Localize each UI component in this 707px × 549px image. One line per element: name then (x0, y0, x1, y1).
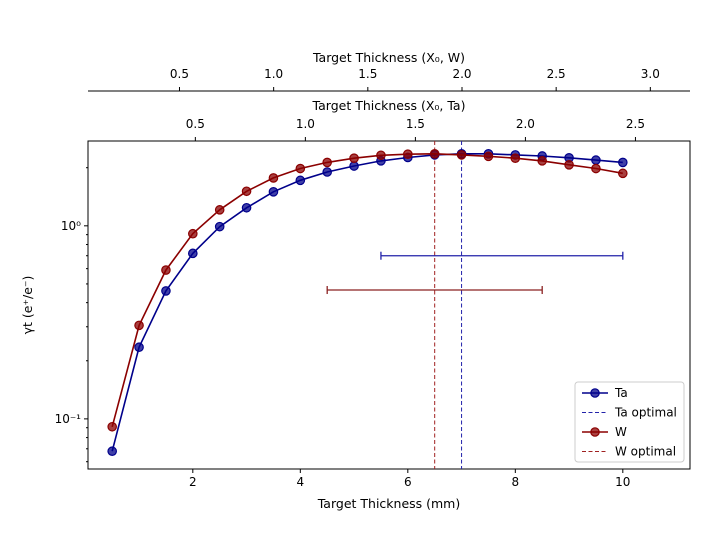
ta-point (322, 167, 332, 177)
w-x0-tick-label: 1.0 (264, 67, 283, 81)
w-point (564, 160, 574, 170)
ta-x0-tick-label: 1.0 (296, 117, 315, 131)
ta-x0-tick-label: 2.0 (516, 117, 535, 131)
x-axis-label: Target Thickness (mm) (317, 496, 461, 511)
ta-point (241, 202, 252, 213)
y-axis-label: γt (e⁺/e⁻) (20, 276, 35, 335)
w-point (349, 153, 359, 163)
w-point (483, 151, 494, 162)
w-point (537, 156, 547, 166)
w-point (134, 320, 144, 331)
w-x0-tick-label: 2.0 (452, 67, 471, 81)
w-point (241, 186, 252, 197)
w-point (322, 157, 332, 168)
w-point (376, 150, 386, 161)
ta-point (107, 446, 117, 457)
w-point (295, 163, 306, 174)
w-point (591, 163, 601, 174)
w-x0-tick-label: 2.5 (547, 67, 566, 81)
ta-point (188, 248, 198, 259)
w-point (107, 421, 117, 432)
secondary-axis-w-label: Target Thickness (X₀, W) (312, 50, 465, 65)
optimal-lines (434, 141, 463, 469)
w-point (214, 205, 225, 215)
ta-point (134, 342, 144, 353)
w-point (188, 228, 198, 239)
secondary-axis-w: Target Thickness (X₀, W) 0.5 1.0 1.5 2.0 2.5… (88, 50, 690, 92)
ta-x0-tick-label: 1.5 (406, 117, 425, 131)
legend-label-w-optimal: W optimal (615, 445, 676, 459)
series (107, 149, 628, 457)
w-point (161, 265, 171, 275)
ta-point (268, 187, 279, 197)
x-tick-label: 8 (511, 475, 519, 489)
plot-area (87, 140, 691, 470)
legend-label-w: W (615, 425, 627, 439)
x-axis: 2 4 6 8 10 (189, 469, 630, 489)
y-tick-label: 10⁻¹ (55, 412, 82, 426)
ta-x0-tick-label: 0.5 (186, 117, 205, 131)
y-axis: 10⁻¹ 10⁰ (55, 167, 88, 463)
legend-marker-w (590, 427, 600, 437)
legend-box (574, 381, 685, 463)
ta-point (349, 161, 359, 171)
ta-point (618, 157, 628, 168)
secondary-axis-ta: Target Thickness (X₀, Ta) 0.5 1.0 1.5 2.0 2.… (186, 98, 645, 141)
x-tick-label: 2 (189, 475, 197, 489)
w-point (403, 149, 413, 159)
ta-point (161, 286, 171, 296)
w-point (456, 150, 467, 160)
x-tick-label: 6 (404, 475, 412, 489)
x-tick-label: 4 (296, 475, 304, 489)
w-x0-tick-label: 0.5 (170, 67, 189, 81)
error-bars (326, 251, 624, 295)
w-point (268, 173, 279, 183)
w-x0-tick-label: 3.0 (641, 67, 660, 81)
w-x0-tick-label: 1.5 (358, 67, 377, 81)
w-point (510, 153, 521, 163)
legend-label-ta: Ta (614, 386, 628, 400)
y-tick-label: 10⁰ (61, 219, 81, 233)
ta-x0-tick-label: 2.5 (626, 117, 645, 131)
w-point (618, 168, 628, 179)
ta-point (214, 221, 225, 232)
ta-point (295, 175, 306, 186)
x-tick-label: 10 (615, 475, 630, 489)
w-point (429, 149, 440, 159)
legend-label-ta-optimal: Ta optimal (614, 406, 677, 420)
ta-point (591, 155, 601, 165)
legend: Ta Ta optimal W W optimal (574, 381, 685, 463)
secondary-axis-ta-label: Target Thickness (X₀, Ta) (312, 98, 466, 113)
legend-marker-ta (590, 388, 600, 398)
